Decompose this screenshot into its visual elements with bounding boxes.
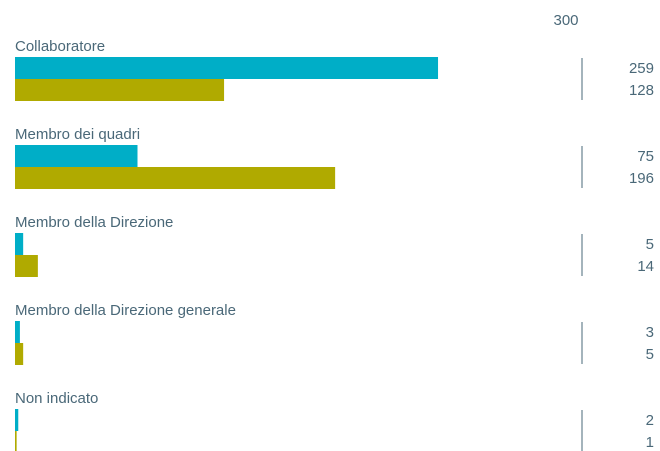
bar — [15, 343, 24, 365]
category-label: Membro dei quadri — [15, 126, 140, 143]
value-label: 14 — [637, 258, 654, 275]
value-label: 75 — [637, 148, 654, 165]
category-group: Membro della Direzione generale 3 5 — [15, 302, 654, 365]
bar — [15, 321, 20, 343]
bar — [15, 431, 17, 451]
value-label: 5 — [646, 346, 654, 363]
value-label: 2 — [646, 412, 654, 429]
value-label: 3 — [646, 324, 654, 341]
bar — [15, 167, 336, 189]
value-label: 5 — [646, 236, 654, 253]
category-label: Collaboratore — [15, 38, 105, 55]
value-label: 1 — [646, 434, 654, 451]
axis-max-label: 300 — [553, 12, 578, 29]
bar — [15, 79, 225, 101]
category-group: Membro della Direzione 5 14 — [15, 214, 654, 277]
category-group: Collaboratore 259 128 — [15, 38, 654, 101]
category-label: Membro della Direzione — [15, 214, 173, 231]
category-label: Membro della Direzione generale — [15, 302, 236, 319]
bar — [15, 255, 38, 277]
value-label: 259 — [629, 60, 654, 77]
value-label: 196 — [629, 170, 654, 187]
bar — [15, 145, 138, 167]
category-group: Membro dei quadri 75 196 — [15, 126, 654, 189]
category-group: Non indicato 2 1 — [15, 390, 654, 451]
bar — [15, 57, 439, 79]
value-label: 128 — [629, 82, 654, 99]
category-label: Non indicato — [15, 390, 98, 407]
bar — [15, 233, 24, 255]
bar — [15, 409, 19, 431]
